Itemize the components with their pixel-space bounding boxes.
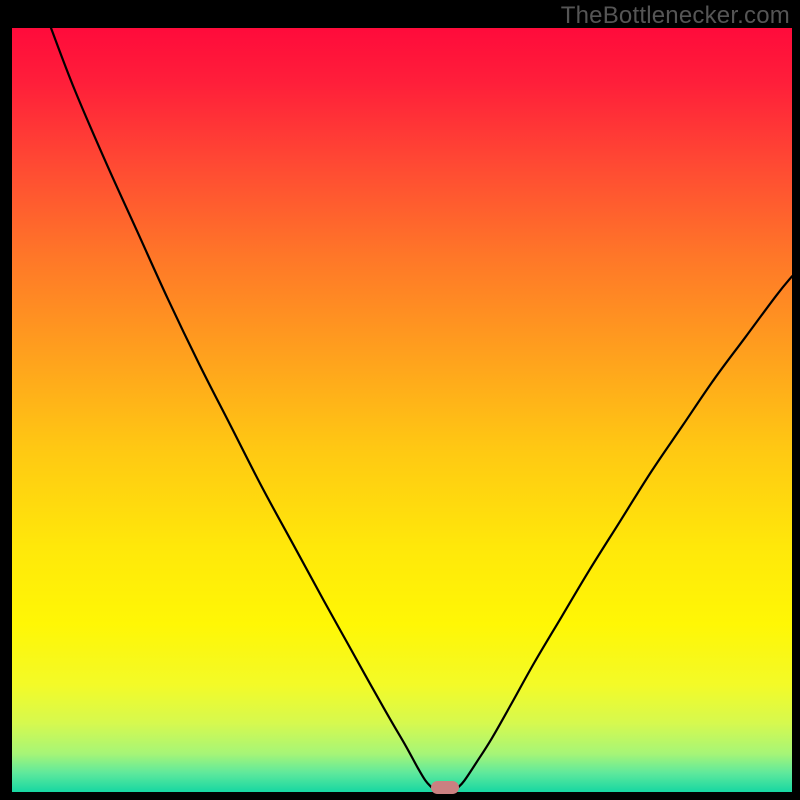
plot-area <box>12 28 792 792</box>
source-watermark: TheBottlenecker.com <box>561 2 790 30</box>
chart-frame: { "source_watermark": { "text": "TheBott… <box>0 0 800 800</box>
optimal-point-marker <box>431 781 459 793</box>
gradient-background <box>12 28 792 792</box>
